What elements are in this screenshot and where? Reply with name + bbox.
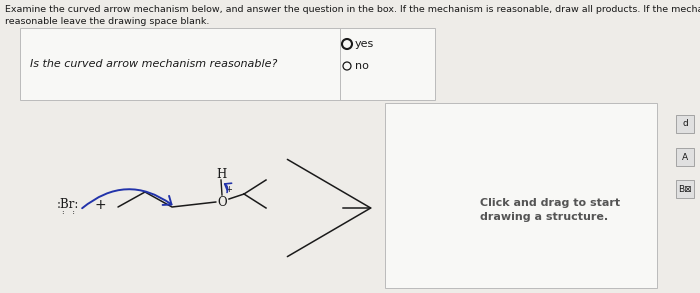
Text: O: O [217,195,227,209]
FancyArrowPatch shape [225,183,232,193]
Bar [676,148,694,166]
Bar [20,28,435,100]
Text: +: + [225,185,232,193]
Text: A: A [682,152,688,161]
Text: B⊠: B⊠ [678,185,692,193]
Text: :  :: : : [62,208,74,216]
Text: Is the curved arrow mechanism reasonable?: Is the curved arrow mechanism reasonable… [30,59,277,69]
Bar [676,115,694,133]
Bar [385,103,657,288]
Text: yes: yes [355,39,374,49]
Bar [676,180,694,198]
Text: Examine the curved arrow mechanism below, and answer the question in the box. If: Examine the curved arrow mechanism below… [5,5,700,26]
Text: +: + [94,198,106,212]
Text: :Br:: :Br: [57,198,79,212]
Text: Click and drag to start
drawing a structure.: Click and drag to start drawing a struct… [480,198,620,222]
Text: d: d [682,120,688,129]
Text: no: no [355,61,369,71]
FancyArrowPatch shape [82,189,172,208]
Text: H: H [216,168,226,181]
